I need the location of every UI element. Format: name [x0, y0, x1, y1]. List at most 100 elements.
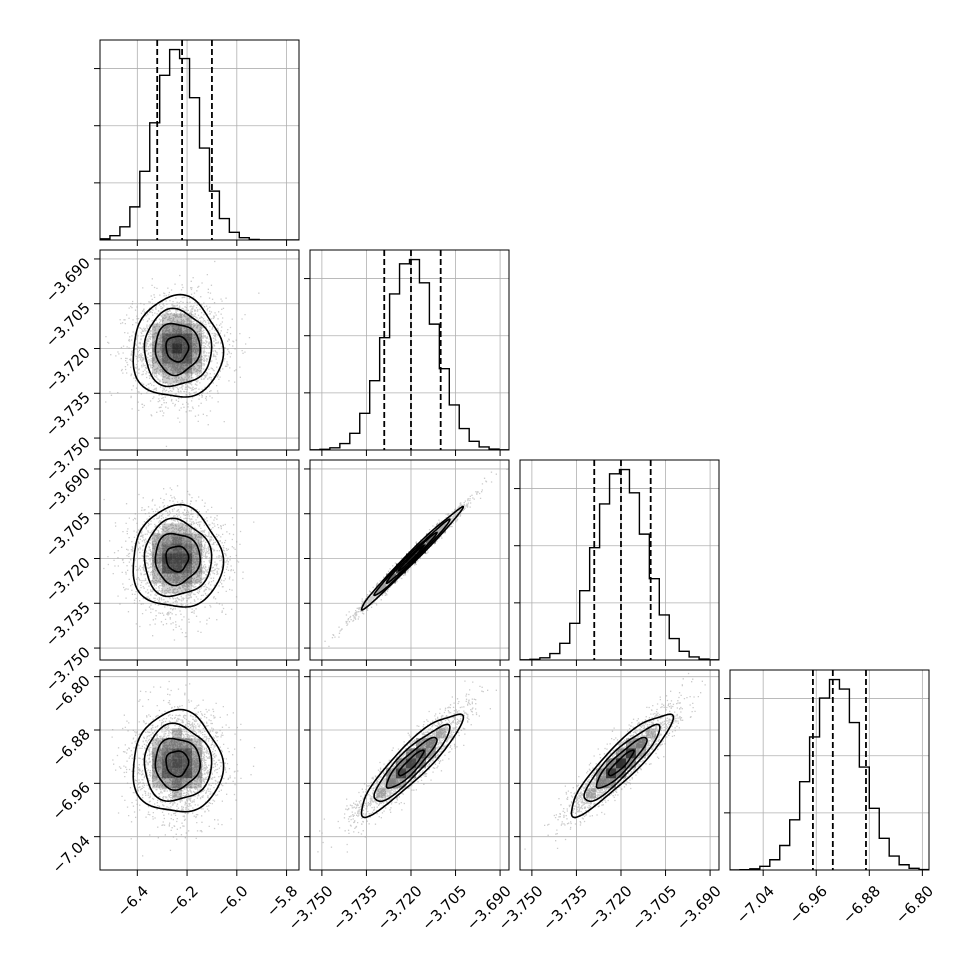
density-bin [415, 738, 426, 749]
density-bin [645, 728, 656, 739]
x-tick-label: −6.2 [163, 882, 201, 920]
contour-line [583, 723, 661, 803]
x-tick-label: −3.720 [584, 882, 636, 934]
density-bin [635, 748, 646, 759]
density-bin [605, 768, 616, 779]
panel-3-2: −3.750−3.735−3.720−3.705−3.690 [495, 669, 725, 934]
contour-line [132, 293, 225, 398]
density-bin [625, 738, 636, 749]
density-bin [415, 748, 426, 759]
density-bin [192, 778, 203, 789]
density-bin [192, 363, 203, 374]
contour-line [570, 713, 675, 819]
density-bin [192, 323, 203, 334]
panel-3-0: −7.04−6.96−6.88−6.80−6.4 −6.2 −6.0 −5.8 [49, 669, 301, 921]
panel-frame [99, 669, 300, 871]
panel-frame [309, 249, 510, 451]
contour-line [143, 517, 213, 598]
contour-line [165, 750, 190, 778]
density-bin [162, 343, 173, 354]
y-tick-label: −3.720 [42, 554, 94, 606]
density-bin [172, 343, 183, 354]
contour-line [360, 713, 465, 819]
density-bin [172, 583, 183, 594]
density-bin [192, 738, 203, 749]
density-bin [605, 758, 616, 769]
x-tick-label: −3.705 [628, 882, 680, 934]
density-bin [375, 583, 386, 594]
x-tick-label: −6.80 [892, 882, 937, 927]
density-bin [425, 748, 436, 759]
density-bin [182, 373, 193, 384]
density-bin [625, 748, 636, 759]
panel-content [100, 670, 299, 870]
y-tick-label: −6.96 [49, 778, 94, 823]
density-bin [192, 543, 203, 554]
density-bin [615, 768, 626, 779]
density-bin [192, 758, 203, 769]
x-tick-label: −3.705 [418, 882, 470, 934]
contour-line [165, 545, 190, 573]
x-tick-label: −3.720 [374, 882, 426, 934]
panel-content [100, 40, 299, 240]
panel-frame [99, 249, 300, 451]
panel-frame [519, 669, 720, 871]
x-tick-label: −3.735 [329, 882, 381, 934]
density-bin [172, 333, 183, 344]
histogram-step [520, 468, 719, 660]
panel-frame [729, 669, 930, 871]
density-bin [152, 573, 163, 584]
panel-content [520, 670, 719, 870]
panel-2-1 [304, 459, 510, 666]
density-bin [172, 738, 183, 749]
density-bin [395, 768, 406, 779]
contour-line [397, 544, 426, 572]
density-bin [192, 553, 203, 564]
density-bin [162, 353, 173, 364]
x-tick-label: −6.96 [786, 882, 831, 927]
contour-group [360, 505, 465, 611]
y-tick-label: −3.705 [42, 299, 94, 351]
panel-content [310, 250, 509, 450]
density-bin [172, 758, 183, 769]
density-bin [162, 543, 173, 554]
density-bin [192, 573, 203, 584]
contour-line [154, 532, 201, 587]
density-bin [435, 523, 446, 534]
density-bin [182, 313, 193, 324]
contour-line [373, 518, 451, 597]
y-tick-label: −7.04 [49, 832, 94, 877]
density-bin [182, 748, 193, 759]
density-bin [162, 573, 173, 584]
contour-line [607, 749, 635, 777]
x-tick-label: −6.0 [213, 882, 251, 920]
density-bin [182, 353, 193, 364]
density-bin [172, 363, 183, 374]
density-bin [172, 748, 183, 759]
x-tick-label: −3.690 [673, 882, 725, 934]
panel-3-3: −7.04 −6.96 −6.88 −6.80 [724, 669, 937, 927]
density-bin [395, 758, 406, 769]
density-bin [192, 533, 203, 544]
density-bin [152, 323, 163, 334]
panel-2-2 [514, 459, 720, 666]
density-bin [182, 553, 193, 564]
panel-frame [99, 459, 300, 661]
density-bin [172, 353, 183, 364]
density-bin [595, 778, 606, 789]
density-bin [172, 563, 183, 574]
contour-group [132, 708, 225, 813]
contour-line [132, 708, 225, 813]
panel-frame [309, 459, 510, 661]
contour-line [143, 722, 213, 803]
density-bin [182, 583, 193, 594]
density-bin [172, 768, 183, 779]
density-bin [192, 768, 203, 779]
contour-group [132, 293, 225, 398]
density-bin [162, 583, 173, 594]
y-tick-label: −3.705 [42, 509, 94, 561]
panel-1-1 [304, 249, 510, 456]
density-bin [182, 543, 193, 554]
density-bin [162, 373, 173, 384]
density-bin [162, 533, 173, 544]
